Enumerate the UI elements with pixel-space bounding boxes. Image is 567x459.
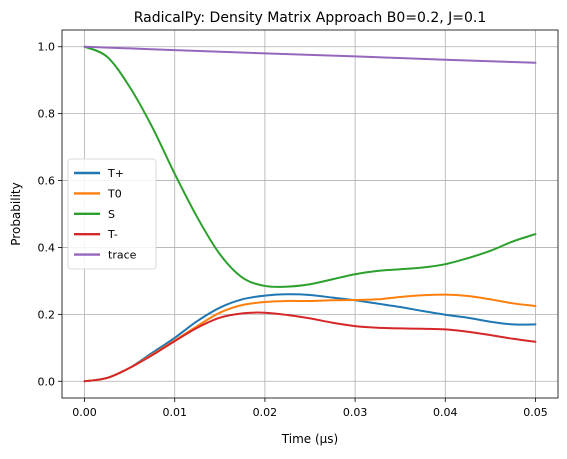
x-tick-label: 0.04 — [433, 406, 458, 419]
legend-box — [67, 158, 157, 270]
y-tick-label: 0.4 — [38, 241, 56, 254]
x-tick-label: 0.00 — [72, 406, 97, 419]
y-tick-label: 0.2 — [38, 308, 56, 321]
legend-label: S — [108, 208, 115, 221]
y-tick-label: 0.0 — [38, 375, 56, 388]
legend: T+ T0 S T-trace — [67, 158, 157, 270]
x-axis-label: Time (μs) — [281, 432, 338, 446]
y-tick-label: 0.8 — [38, 108, 56, 121]
series-line-t — [83, 311, 537, 383]
legend-label: T0 — [107, 187, 122, 200]
x-axis: 0.00 0.01 0.02 0.03 0.04 0.05 — [72, 398, 548, 419]
series-line-s — [83, 45, 537, 288]
y-tick-label: 1.0 — [38, 41, 56, 54]
series-layer — [83, 45, 537, 383]
y-tick-label: 0.6 — [38, 175, 56, 188]
series-line-t — [83, 293, 537, 383]
series-line-trace — [83, 45, 537, 64]
x-tick-label: 0.01 — [162, 406, 187, 419]
x-tick-label: 0.05 — [523, 406, 548, 419]
y-axis: 0.0 0.2 0.4 0.6 0.8 1.0 — [38, 41, 62, 388]
x-tick-label: 0.02 — [253, 406, 278, 419]
legend-label: trace — [108, 249, 137, 262]
legend-label: T+ — [107, 167, 124, 180]
plot-frame — [61, 29, 559, 399]
legend-label: T- — [107, 228, 118, 241]
x-tick-label: 0.03 — [343, 406, 368, 419]
y-axis-label: Probability — [9, 182, 23, 245]
chart-title: RadicalPy: Density Matrix Approach B0=0.… — [134, 10, 487, 26]
